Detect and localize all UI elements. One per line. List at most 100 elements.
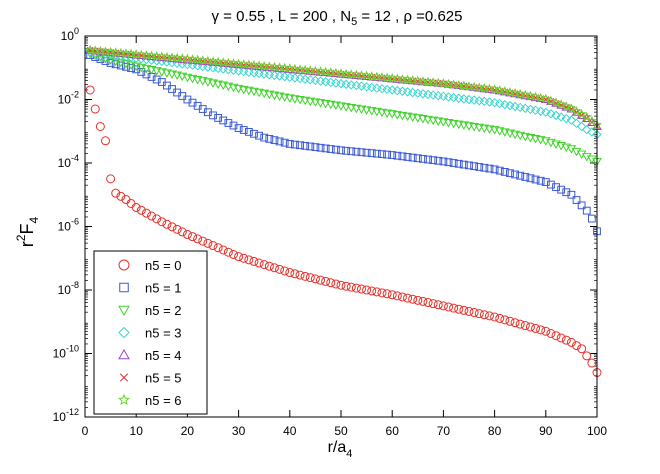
x-tick-label: 50 [334,424,348,438]
data-point [500,99,510,110]
data-point [393,151,402,160]
chart-title: γ = 0.55 , L = 200 , N5 = 12 , ρ =0.625 [212,8,463,28]
data-point [315,99,326,108]
data-point [556,112,566,122]
data-point [500,167,509,176]
data-point [131,202,141,212]
series-layer [85,44,603,378]
data-point [506,169,514,178]
data-point [520,89,531,100]
data-point [357,148,366,157]
data-point [535,92,546,103]
series-1 [86,51,601,236]
data-point [479,124,490,134]
data-point [418,296,428,306]
data-point [316,143,325,152]
data-point [362,285,372,295]
data-point [551,331,561,341]
data-point [213,243,223,253]
data-point [489,97,500,108]
data-point [485,164,494,173]
y-tick-exponent: -6 [71,217,79,227]
data-point [459,121,469,130]
legend-label: n5 = 4 [145,348,182,363]
y-tick-label: 10-10 [53,344,79,361]
data-point [413,295,423,305]
data-point [448,79,459,90]
legend-label: n5 = 0 [145,258,182,273]
data-point [571,105,582,116]
data-point [95,121,105,131]
y-axis-label-pre: r [17,241,37,247]
data-point [388,151,397,159]
data-point [403,293,413,303]
data-point [557,185,566,194]
series-0 [85,85,602,378]
data-point [305,273,315,283]
data-point [561,101,572,111]
data-point [270,136,279,145]
data-point [545,95,556,106]
data-point [351,104,362,114]
data-point [244,127,253,136]
data-point [291,140,299,149]
data-point [433,300,443,310]
data-point [341,281,351,291]
data-point [336,280,346,290]
data-point [402,112,413,122]
data-point [429,156,438,165]
data-point [352,147,361,156]
y-tick-exponent: -2 [71,90,79,100]
data-point [541,107,551,117]
data-point [469,122,479,132]
data-point [505,316,515,326]
data-point [515,102,525,113]
data-point [412,114,423,123]
data-point [337,146,345,155]
x-tick-label: 60 [386,424,400,438]
y-tick-exponent: -10 [66,344,79,354]
data-point [280,266,290,276]
data-point [546,109,556,119]
data-point [383,150,391,159]
data-point [474,82,485,92]
data-point [500,315,510,325]
data-point [419,154,427,163]
data-point [444,158,453,167]
legend-label: n5 = 5 [145,371,182,386]
data-point [397,292,407,302]
data-point [224,119,233,127]
data-point [464,122,474,131]
data-point [193,234,203,244]
data-point [428,299,438,309]
data-point [90,104,100,114]
y-axis-label: r2F4 [14,217,41,248]
data-point [530,91,541,102]
data-point [392,291,402,301]
data-point [449,303,459,313]
data-point [479,310,489,320]
y-tick-base: 10 [58,220,72,234]
data-point [577,201,586,210]
data-point [586,115,597,126]
data-point [275,264,285,274]
data-point [541,326,551,336]
data-point [465,161,473,170]
data-point [362,148,371,157]
data-point [510,87,521,98]
data-point [228,249,238,259]
legend-marker [118,393,130,406]
y-tick-base: 10 [61,29,75,43]
data-point [515,319,525,329]
y-axis-label-subscript: 4 [27,217,41,224]
data-point [448,119,459,129]
data-point [152,214,162,224]
data-point [520,103,531,114]
data-point [316,275,326,285]
data-point [372,287,382,297]
data-point [264,261,274,271]
legend-label: n5 = 3 [145,326,182,341]
x-tick-label: 0 [82,424,89,438]
data-point [572,196,581,204]
y-tick-label: 100 [61,26,79,43]
